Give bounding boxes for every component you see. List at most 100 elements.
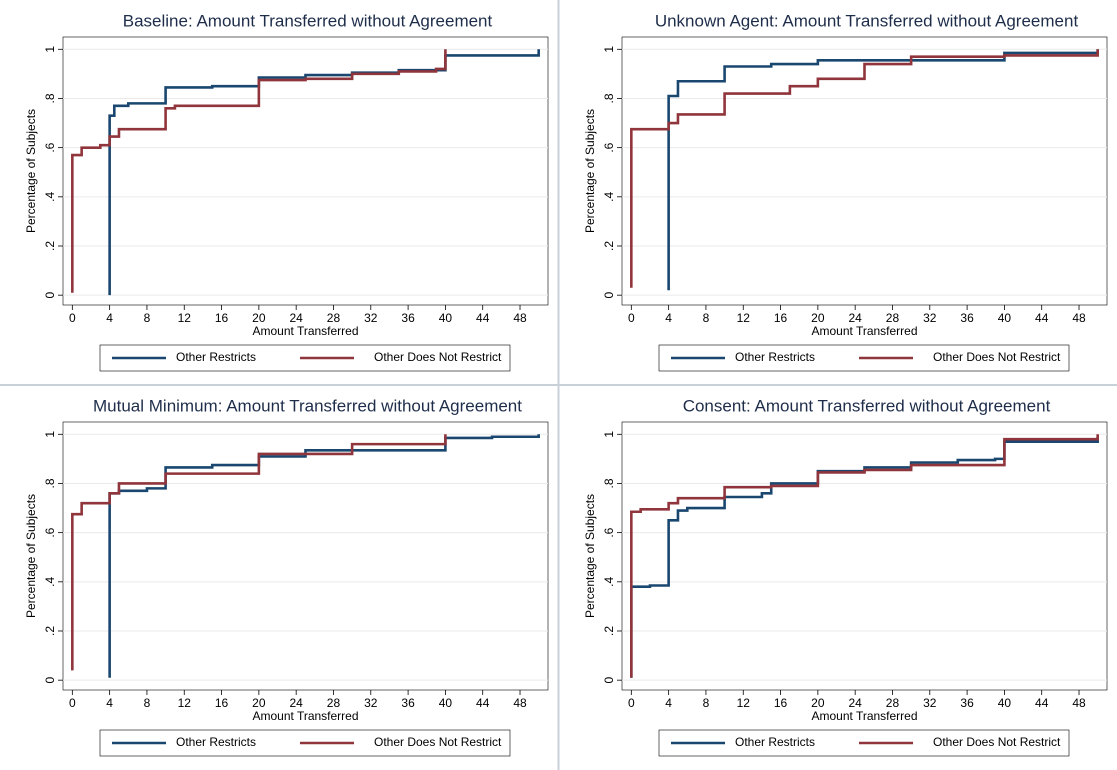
y-tick-label: .4 (43, 576, 57, 586)
x-tick-label: 12 (178, 311, 192, 325)
x-axis-label: Amount Transferred (252, 709, 358, 723)
x-tick-label: 28 (886, 311, 900, 325)
x-tick-label: 40 (998, 311, 1012, 325)
x-tick-label: 20 (252, 696, 266, 710)
series-line (71, 434, 447, 671)
x-tick-label: 36 (401, 696, 415, 710)
plot-area (62, 36, 549, 306)
series-line (630, 434, 1099, 678)
x-tick-label: 28 (886, 696, 900, 710)
panel: Mutual Minimum: Amount Transferred witho… (24, 396, 549, 757)
series-line (108, 434, 540, 678)
y-tick-label: 0 (602, 677, 616, 684)
y-axis-label: Percentage of Subjects (24, 494, 38, 618)
x-tick-label: 16 (774, 311, 788, 325)
x-tick-label: 4 (665, 696, 672, 710)
y-tick-label: .2 (43, 241, 57, 251)
x-tick-label: 48 (513, 311, 527, 325)
legend-label: Other Restricts (735, 350, 815, 364)
x-tick-label: 24 (848, 696, 862, 710)
y-tick-label: 0 (602, 292, 616, 299)
x-tick-label: 48 (513, 696, 527, 710)
y-tick-label: .8 (43, 93, 57, 103)
panel: Unknown Agent: Amount Transferred withou… (583, 11, 1108, 372)
y-tick-label: 1 (43, 46, 57, 53)
legend-label: Other Does Not Restrict (374, 735, 502, 749)
x-tick-label: 20 (811, 311, 825, 325)
x-tick-label: 44 (1035, 311, 1049, 325)
x-tick-label: 8 (703, 696, 710, 710)
chart-title: Consent: Amount Transferred without Agre… (683, 396, 1051, 415)
x-tick-label: 8 (703, 311, 710, 325)
y-axis-label: Percentage of Subjects (583, 494, 597, 618)
x-tick-label: 16 (215, 311, 229, 325)
y-tick-label: .6 (43, 527, 57, 537)
x-tick-label: 12 (737, 311, 751, 325)
legend-label: Other Does Not Restrict (933, 350, 1061, 364)
x-tick-label: 48 (1072, 696, 1086, 710)
chart-title: Baseline: Amount Transferred without Agr… (123, 11, 493, 30)
y-tick-label: .4 (602, 191, 616, 201)
y-tick-label: .6 (602, 142, 616, 152)
x-tick-label: 4 (665, 311, 672, 325)
x-tick-label: 24 (289, 696, 303, 710)
y-axis-label: Percentage of Subjects (583, 109, 597, 233)
y-tick-label: 0 (43, 292, 57, 299)
chart-title: Unknown Agent: Amount Transferred withou… (655, 11, 1079, 30)
x-tick-label: 4 (106, 696, 113, 710)
x-tick-label: 24 (289, 311, 303, 325)
y-tick-label: .2 (43, 626, 57, 636)
chart-title: Mutual Minimum: Amount Transferred witho… (93, 396, 522, 415)
legend-label: Other Restricts (735, 735, 815, 749)
legend-label: Other Does Not Restrict (374, 350, 502, 364)
x-tick-label: 28 (327, 311, 341, 325)
x-tick-label: 44 (476, 311, 490, 325)
x-tick-label: 0 (69, 311, 76, 325)
y-tick-label: .4 (43, 191, 57, 201)
panel: Consent: Amount Transferred without Agre… (583, 396, 1108, 757)
y-axis-label: Percentage of Subjects (24, 109, 38, 233)
x-tick-label: 16 (215, 696, 229, 710)
x-tick-label: 12 (178, 696, 192, 710)
x-tick-label: 0 (69, 696, 76, 710)
x-tick-label: 4 (106, 311, 113, 325)
x-tick-label: 40 (439, 311, 453, 325)
x-tick-label: 32 (364, 696, 378, 710)
x-tick-label: 32 (923, 696, 937, 710)
plot-area (621, 421, 1108, 691)
x-tick-label: 0 (628, 311, 635, 325)
x-tick-label: 36 (960, 311, 974, 325)
y-tick-label: .8 (602, 93, 616, 103)
x-tick-label: 12 (737, 696, 751, 710)
y-tick-label: 0 (43, 677, 57, 684)
legend-label: Other Does Not Restrict (933, 735, 1061, 749)
x-tick-label: 36 (960, 696, 974, 710)
x-tick-label: 24 (848, 311, 862, 325)
y-tick-label: 1 (602, 46, 616, 53)
x-tick-label: 40 (998, 696, 1012, 710)
x-tick-label: 8 (144, 696, 151, 710)
y-tick-label: .2 (602, 626, 616, 636)
x-tick-label: 32 (364, 311, 378, 325)
x-axis-label: Amount Transferred (811, 709, 917, 723)
x-tick-label: 40 (439, 696, 453, 710)
x-tick-label: 20 (252, 311, 266, 325)
y-tick-label: .4 (602, 576, 616, 586)
x-tick-label: 44 (1035, 696, 1049, 710)
x-axis-label: Amount Transferred (811, 324, 917, 338)
x-tick-label: 16 (774, 696, 788, 710)
plot-area (62, 421, 549, 691)
x-tick-label: 44 (476, 696, 490, 710)
y-tick-label: .2 (602, 241, 616, 251)
legend-label: Other Restricts (176, 350, 256, 364)
y-tick-label: 1 (43, 431, 57, 438)
y-tick-label: .6 (602, 527, 616, 537)
y-tick-label: .6 (43, 142, 57, 152)
x-tick-label: 48 (1072, 311, 1086, 325)
series-line (630, 49, 1099, 288)
y-tick-label: .8 (602, 478, 616, 488)
panel: Baseline: Amount Transferred without Agr… (24, 11, 549, 372)
x-tick-label: 20 (811, 696, 825, 710)
x-tick-label: 28 (327, 696, 341, 710)
